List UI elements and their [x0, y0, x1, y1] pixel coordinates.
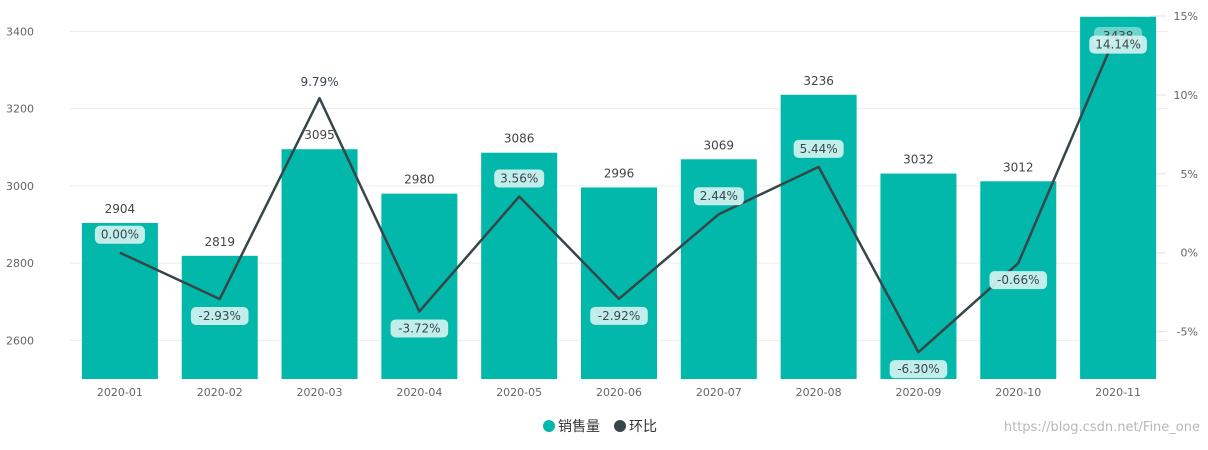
mom-label-bg [390, 319, 449, 338]
mom-value-label: 2.44% [700, 189, 738, 203]
y-left-tick-label: 2600 [6, 334, 34, 347]
bar-value-label: 2819 [204, 235, 235, 249]
mom-label-bg [590, 306, 648, 325]
y-right-tick-label: 15% [1174, 10, 1198, 23]
legend-marker-sales [543, 420, 555, 432]
x-tick-label: 2020-04 [396, 386, 442, 399]
y-left-tick-label: 3000 [6, 180, 34, 193]
mom-label-bg [190, 306, 249, 325]
bar [581, 187, 657, 379]
bar-value-label: 3012 [1003, 160, 1034, 174]
mom-value-label: 9.79% [300, 75, 338, 89]
mom-label-bg [793, 139, 844, 158]
x-tick-label: 2020-02 [197, 386, 243, 399]
watermark-text: https://blog.csdn.net/Fine_one [1004, 420, 1200, 435]
legend-label-mom: 环比 [629, 419, 657, 435]
mom-value-label: -6.30% [897, 362, 939, 376]
x-tick-label: 2020-07 [696, 386, 742, 399]
x-tick-label: 2020-09 [895, 386, 941, 399]
y-left-tick-label: 3400 [6, 25, 34, 38]
y-right-tick-label: -5% [1177, 326, 1198, 339]
mom-label-bg [494, 169, 545, 188]
legend-label-sales: 销售量 [558, 419, 600, 435]
mom-value-label: 0.00% [101, 228, 139, 242]
bar [381, 193, 458, 379]
bar-value-label: 3032 [903, 153, 934, 167]
y-right-tick-label: 10% [1174, 89, 1198, 102]
y-left-tick-label: 2800 [6, 257, 34, 270]
mom-label-bg [989, 271, 1048, 290]
mom-value-label: 5.44% [800, 142, 838, 156]
mom-value-label: -0.66% [997, 273, 1039, 287]
bar-value-label: 2996 [604, 166, 635, 180]
bar [281, 149, 358, 379]
bar-value-label: 3069 [704, 138, 735, 152]
bar [880, 173, 957, 379]
line-layer [119, 29, 1120, 354]
bar-value-label: 2904 [105, 202, 136, 216]
bar [81, 222, 158, 379]
x-tick-label: 2020-08 [796, 386, 842, 399]
bar [481, 152, 558, 379]
bar-value-label: 3086 [504, 132, 535, 146]
bar [780, 94, 857, 380]
y-right-tick-label: 0% [1181, 247, 1198, 260]
bar-value-label: 3236 [803, 74, 834, 88]
axis-layer: 2600 2800 3000 3200 3400 -5% 0% 5% 10% 15% 2020-01… [6, 10, 1198, 399]
legend-marker-mom [614, 420, 626, 432]
bar-value-label: 3095 [304, 128, 335, 142]
mom-value-label: -2.93% [199, 309, 241, 323]
x-tick-label: 2020-03 [297, 386, 343, 399]
mom-value-label: 14.14% [1095, 38, 1141, 52]
mom-line [119, 29, 1120, 354]
y-right-tick-label: 5% [1181, 168, 1198, 181]
y-left-tick-label: 3200 [6, 103, 34, 116]
mom-value-label: -3.72% [398, 321, 440, 335]
x-tick-label: 2020-11 [1095, 386, 1141, 399]
mom-value-label: 3.56% [500, 172, 538, 186]
mom-label-bg [1089, 35, 1147, 54]
x-tick-label: 2020-05 [496, 386, 542, 399]
bar-value-label: 2980 [404, 173, 435, 187]
mom-label-bg [693, 187, 744, 206]
label-layer: 2904 2819 3095 2980 3086 2996 3069 3236 3032 3012… [94, 27, 1147, 379]
bar-layer [81, 16, 1157, 380]
mom-value-label: -2.92% [598, 309, 640, 323]
bar [1080, 16, 1157, 380]
x-tick-label: 2020-06 [596, 386, 642, 399]
x-tick-label: 2020-10 [995, 386, 1041, 399]
mom-label-bg [889, 360, 948, 379]
mom-label-bg [94, 225, 145, 244]
legend: 销售量 环比 [543, 419, 657, 435]
x-tick-label: 2020-01 [97, 386, 143, 399]
